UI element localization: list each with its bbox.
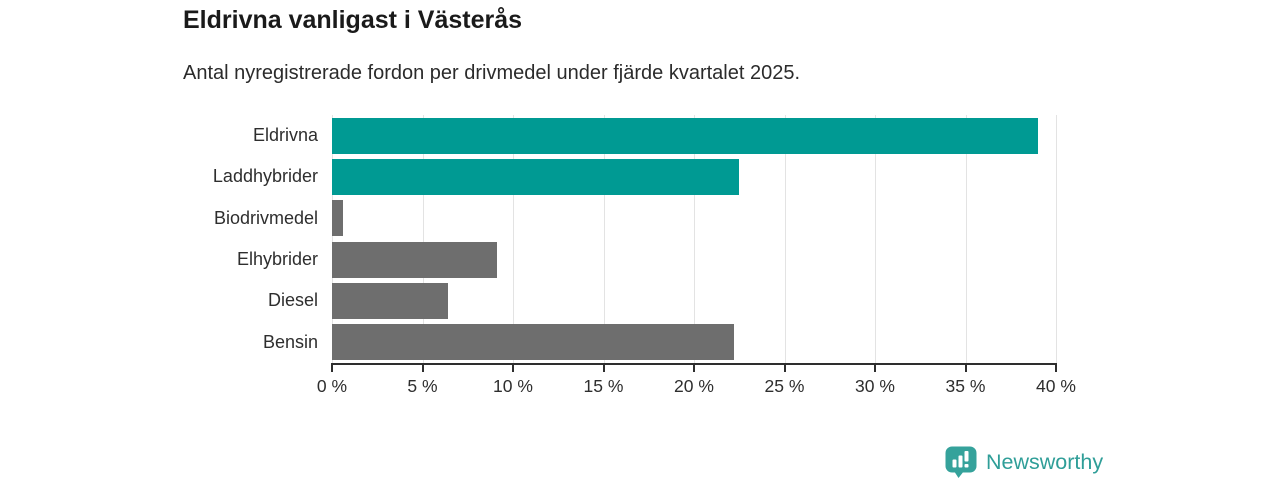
bar-elhybrider — [332, 241, 497, 278]
x-tick-label-25: 25 % — [764, 376, 805, 396]
bar-eldrivna — [332, 117, 1038, 154]
x-tick-5 — [421, 365, 424, 372]
x-tick-20 — [693, 365, 695, 372]
x-tick-15 — [602, 365, 605, 372]
x-tick-label-0: 0 % — [316, 376, 348, 396]
x-tick-label-40: 40 % — [1036, 376, 1076, 396]
x-tick-label-35: 35 % — [945, 376, 986, 396]
x-tick-label-30: 30 % — [855, 376, 895, 396]
x-tick-30 — [874, 365, 876, 372]
gridline-15 — [603, 115, 605, 363]
category-label-eldrivna: Eldrivna — [252, 125, 318, 146]
x-tick-25 — [783, 365, 786, 372]
bar-laddhybrider — [332, 159, 740, 195]
x-axis: 0 % 5 % 10 % 15 % 20 % 25 % 30 % 35 % 40 % — [317, 363, 1076, 405]
x-tick-label-15: 15 % — [583, 376, 624, 396]
x-tick-label-10: 10 % — [493, 376, 533, 396]
gridline-5 — [422, 115, 424, 363]
x-tick-label-5: 5 % — [407, 376, 438, 396]
x-tick-40 — [1055, 365, 1057, 372]
gridline-30 — [875, 115, 876, 363]
category-label-laddhybrider: Laddhybrider — [212, 166, 318, 187]
x-tick-10 — [512, 365, 514, 372]
category-label-biodrivmedel: Biodrivmedel — [213, 207, 318, 228]
bar-biodrivmedel — [332, 200, 343, 237]
category-label-elhybrider: Elhybrider — [236, 249, 318, 270]
newsworthy-logo-text: Newsworthy — [986, 449, 1104, 474]
chart-subtitle: Antal nyregistrerade fordon per drivmede… — [183, 62, 801, 84]
gridline-35 — [965, 115, 967, 363]
category-label-bensin: Bensin — [262, 331, 318, 352]
gridline-0 — [332, 115, 333, 363]
bar-diesel — [332, 283, 448, 319]
gridline-20 — [694, 115, 695, 363]
gridline-40 — [1056, 115, 1057, 363]
gridline-10 — [513, 115, 514, 363]
newsworthy-logo-icon — [945, 446, 977, 478]
plot-area — [332, 115, 1057, 363]
x-axis-line — [331, 363, 1057, 365]
x-tick-35 — [964, 365, 967, 372]
gridline-25 — [784, 115, 786, 363]
bar-bensin — [332, 324, 734, 361]
chart-title: Eldrivna vanligast i Västerås — [183, 6, 523, 34]
x-tick-label-20: 20 % — [674, 376, 714, 396]
category-labels: Eldrivna Laddhybrider Biodrivmedel Elhybrid… — [0, 115, 318, 363]
x-tick-0 — [331, 365, 333, 372]
newsworthy-logo[interactable]: Newsworthy — [945, 446, 1103, 478]
category-label-diesel: Diesel — [267, 290, 318, 311]
